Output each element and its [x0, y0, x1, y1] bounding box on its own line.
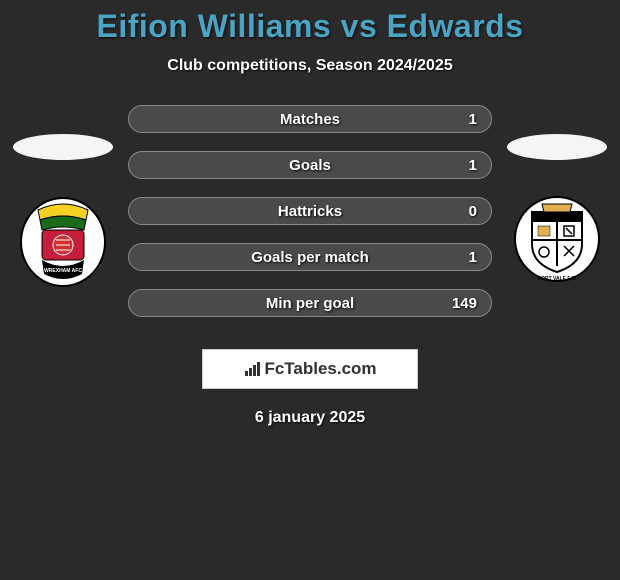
right-player-column: PORT VALE F.C. [502, 134, 612, 288]
main-area: WREXHAM AFC Matches 1 Goals 1 Hattricks … [0, 105, 620, 317]
stat-value: 149 [452, 295, 477, 312]
stat-label: Goals per match [251, 249, 369, 266]
brand-text: FcTables.com [264, 359, 376, 379]
date-text: 6 january 2025 [255, 409, 365, 427]
left-club-logo: WREXHAM AFC [18, 190, 108, 288]
stats-bars: Matches 1 Goals 1 Hattricks 0 Goals per … [118, 105, 502, 317]
page-title: Eifion Williams vs Edwards [96, 8, 523, 45]
stat-value: 1 [469, 157, 477, 174]
comparison-card: Eifion Williams vs Edwards Club competit… [0, 0, 620, 580]
svg-text:PORT VALE F.C.: PORT VALE F.C. [538, 276, 577, 282]
stat-label: Goals [289, 157, 331, 174]
stat-value: 1 [469, 111, 477, 128]
right-club-logo: PORT VALE F.C. [512, 190, 602, 288]
right-avatar-placeholder [507, 134, 607, 160]
left-player-column: WREXHAM AFC [8, 134, 118, 288]
stat-label: Hattricks [278, 203, 342, 220]
stat-label: Min per goal [266, 295, 354, 312]
stat-row-matches: Matches 1 [128, 105, 492, 133]
stat-row-mpg: Min per goal 149 [128, 289, 492, 317]
stat-label: Matches [280, 111, 340, 128]
stat-row-gpg: Goals per match 1 [128, 243, 492, 271]
left-avatar-placeholder [13, 134, 113, 160]
stat-value: 1 [469, 249, 477, 266]
stat-row-goals: Goals 1 [128, 151, 492, 179]
wrexham-logo-icon: WREXHAM AFC [18, 190, 108, 288]
brand-box: FcTables.com [202, 349, 418, 389]
chart-icon [243, 360, 261, 378]
svg-text:WREXHAM AFC: WREXHAM AFC [44, 268, 82, 274]
stat-row-hattricks: Hattricks 0 [128, 197, 492, 225]
stat-value: 0 [469, 203, 477, 220]
port-vale-logo-icon: PORT VALE F.C. [512, 194, 602, 284]
subtitle: Club competitions, Season 2024/2025 [167, 57, 452, 75]
